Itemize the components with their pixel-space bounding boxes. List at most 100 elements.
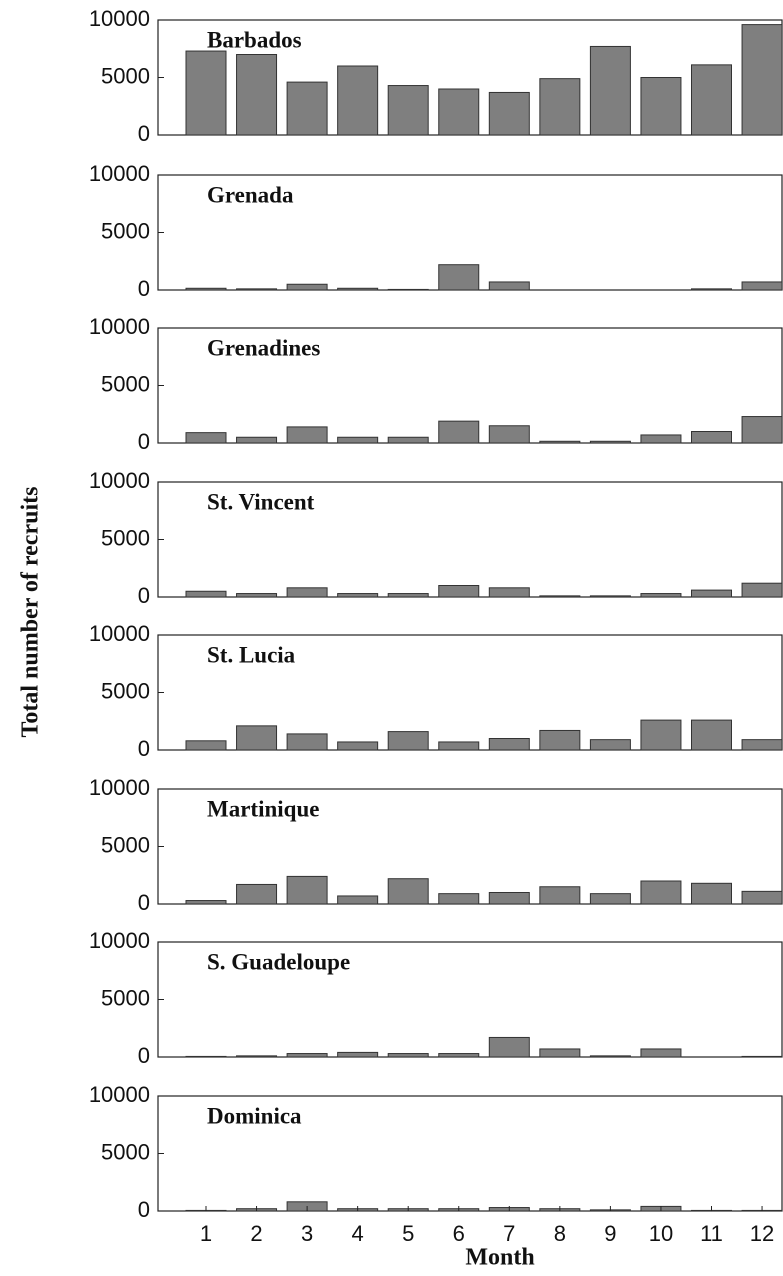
bar	[337, 1051, 379, 1058]
y-tick-label: 10000	[89, 161, 150, 186]
y-tick-label: 5000	[101, 525, 150, 550]
bar	[286, 81, 328, 136]
x-tick-label: 7	[503, 1221, 515, 1246]
y-tick-label: 5000	[101, 218, 150, 243]
bar	[589, 45, 631, 136]
bar	[741, 281, 783, 291]
y-tick-label: 10000	[89, 621, 150, 646]
y-tick-label: 10000	[89, 314, 150, 339]
bar	[741, 739, 783, 751]
x-tick-label: 5	[402, 1221, 414, 1246]
bar	[589, 440, 631, 444]
bar	[691, 288, 732, 291]
y-tick-label: 5000	[101, 678, 150, 703]
bar	[741, 582, 783, 598]
panel-title: Dominica	[207, 1103, 302, 1128]
bar	[488, 1036, 530, 1058]
bar	[337, 287, 379, 291]
bar	[691, 882, 732, 905]
y-tick-label: 0	[138, 121, 150, 146]
panel-title: Grenada	[207, 182, 294, 207]
y-tick-label: 0	[138, 429, 150, 454]
x-tick-label: 6	[453, 1221, 465, 1246]
y-tick-label: 0	[138, 890, 150, 915]
bar	[640, 77, 682, 136]
bar	[691, 431, 732, 444]
bar	[640, 1048, 682, 1058]
bar	[741, 416, 783, 444]
x-axis-label: Month	[465, 1245, 534, 1271]
bar	[387, 878, 429, 905]
bar	[589, 1055, 631, 1058]
x-tick-label: 11	[700, 1221, 723, 1246]
bar	[387, 436, 429, 444]
bar	[691, 64, 732, 136]
x-tick-label: 9	[604, 1221, 616, 1246]
bar	[185, 740, 227, 751]
bar	[691, 589, 732, 598]
bar	[438, 585, 480, 598]
bar	[387, 593, 429, 598]
bar	[286, 875, 328, 905]
bar	[236, 436, 278, 444]
y-tick-label: 0	[138, 1043, 150, 1068]
bar	[438, 264, 480, 291]
y-tick-label: 10000	[89, 928, 150, 953]
x-tick-label: 1	[200, 1221, 212, 1246]
bar	[337, 895, 379, 905]
y-tick-label: 0	[138, 736, 150, 761]
panel-title: Grenadines	[207, 335, 320, 360]
bar	[185, 432, 227, 444]
bar	[387, 1053, 429, 1058]
bar	[337, 593, 379, 598]
bar	[539, 886, 581, 905]
bar	[236, 725, 278, 751]
panel-title: Martinique	[207, 796, 319, 821]
panel-title: St. Lucia	[207, 642, 296, 667]
bar	[387, 288, 429, 291]
bar	[438, 893, 480, 905]
bar	[236, 1055, 278, 1058]
y-tick-label: 0	[138, 583, 150, 608]
bar	[337, 65, 379, 136]
bar	[640, 593, 682, 598]
bar	[185, 287, 227, 291]
bar	[539, 440, 581, 444]
bar	[488, 425, 530, 444]
bar	[488, 587, 530, 598]
y-tick-label: 10000	[89, 6, 150, 31]
y-tick-label: 5000	[101, 371, 150, 396]
bar	[488, 281, 530, 291]
bar	[236, 593, 278, 598]
bar	[539, 1048, 581, 1058]
bar	[337, 436, 379, 444]
y-tick-label: 5000	[101, 832, 150, 857]
bar	[741, 24, 783, 136]
bar	[539, 729, 581, 751]
bar	[236, 54, 278, 136]
bar	[185, 50, 227, 136]
bar	[539, 595, 581, 598]
x-tick-label: 2	[250, 1221, 262, 1246]
panel-title: Barbados	[207, 27, 302, 52]
y-tick-label: 5000	[101, 985, 150, 1010]
bar	[286, 1053, 328, 1058]
y-axis-label: Total number of recruits	[18, 487, 44, 738]
bar	[438, 1053, 480, 1058]
y-tick-label: 0	[138, 1197, 150, 1222]
bar	[387, 85, 429, 136]
x-tick-label: 12	[750, 1221, 774, 1246]
bar	[286, 426, 328, 444]
y-tick-label: 10000	[89, 775, 150, 800]
panel-title: S. Guadeloupe	[207, 949, 350, 974]
bar	[488, 91, 530, 136]
bar	[286, 733, 328, 751]
bar	[640, 434, 682, 444]
bar	[236, 883, 278, 905]
x-tick-label: 10	[649, 1221, 673, 1246]
bar	[387, 731, 429, 751]
bar	[640, 719, 682, 751]
bar	[589, 595, 631, 598]
bar	[185, 900, 227, 905]
